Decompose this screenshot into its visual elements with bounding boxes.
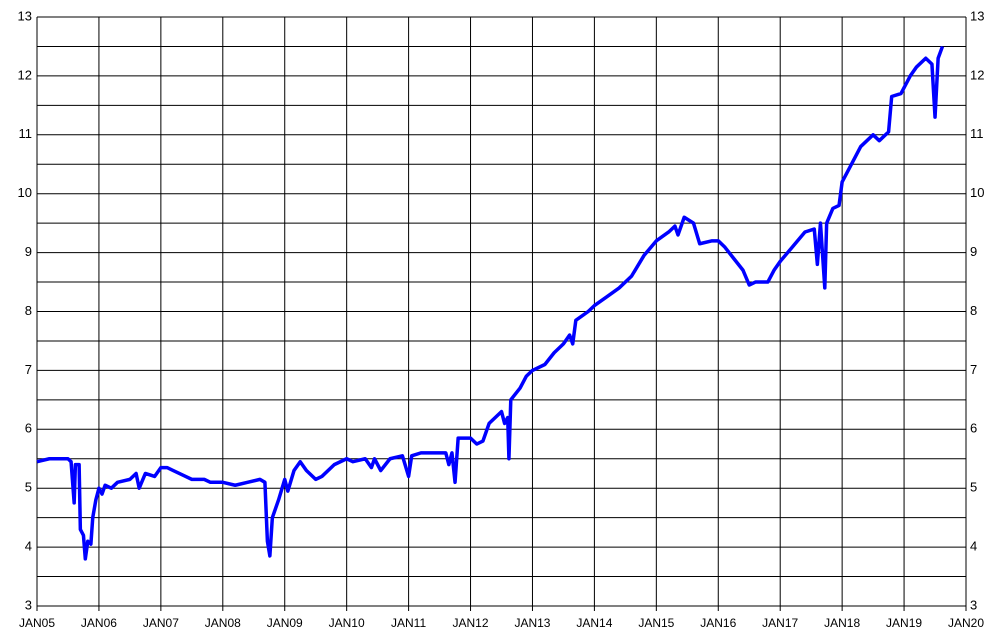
data-line bbox=[36, 45, 945, 561]
y2-tick-label: 12 bbox=[970, 67, 984, 82]
y2-tick-label: 8 bbox=[970, 303, 977, 318]
y-tick-label: 12 bbox=[18, 67, 32, 82]
x-tick-label: JAN11 bbox=[391, 616, 426, 630]
x-tick-label: JAN05 bbox=[19, 616, 55, 630]
y-tick-label: 6 bbox=[25, 421, 32, 436]
x-tick-label: JAN20 bbox=[948, 616, 984, 630]
y2-tick-label: 9 bbox=[970, 244, 977, 259]
x-tick-label: JAN12 bbox=[453, 616, 489, 630]
x-tick-label: JAN07 bbox=[143, 616, 179, 630]
x-tick-label: JAN10 bbox=[329, 616, 365, 630]
y-tick-label: 4 bbox=[25, 539, 32, 554]
x-tick-label: JAN15 bbox=[638, 616, 674, 630]
y-tick-label: 11 bbox=[19, 126, 33, 141]
y2-tick-label: 3 bbox=[970, 597, 977, 612]
y-tick-label: 7 bbox=[25, 362, 32, 377]
y-tick-label: 8 bbox=[25, 303, 32, 318]
y-tick-label: 5 bbox=[25, 480, 32, 495]
y-tick-label: 9 bbox=[25, 244, 32, 259]
x-tick-label: JAN14 bbox=[576, 616, 612, 630]
x-tick-label: JAN16 bbox=[700, 616, 736, 630]
x-tick-label: JAN09 bbox=[267, 616, 303, 630]
x-tick-label: JAN17 bbox=[762, 616, 798, 630]
y2-tick-label: 6 bbox=[970, 421, 977, 436]
y2-tick-label: 4 bbox=[970, 539, 977, 554]
x-tick-label: JAN06 bbox=[81, 616, 117, 630]
y2-tick-label: 13 bbox=[970, 8, 984, 23]
y-tick-label: 13 bbox=[18, 8, 32, 23]
x-tick-label: JAN19 bbox=[886, 616, 922, 630]
y2-tick-label: 5 bbox=[970, 480, 977, 495]
y2-tick-label: 7 bbox=[970, 362, 977, 377]
x-tick-label: JAN13 bbox=[514, 616, 550, 630]
y-tick-label: 3 bbox=[25, 597, 32, 612]
y2-tick-label: 11 bbox=[970, 126, 984, 141]
y2-tick-label: 10 bbox=[970, 185, 984, 200]
y-tick-label: 10 bbox=[18, 185, 32, 200]
x-tick-label: JAN18 bbox=[824, 616, 860, 630]
x-tick-label: JAN08 bbox=[205, 616, 241, 630]
